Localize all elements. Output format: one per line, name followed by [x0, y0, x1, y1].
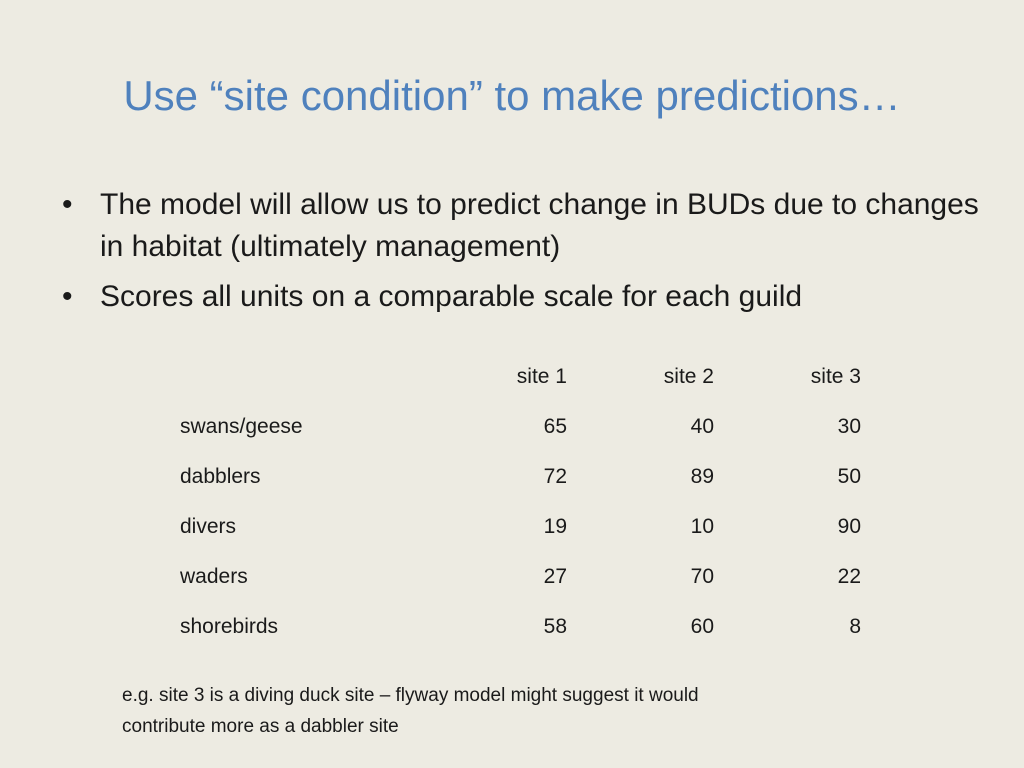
table-cell: 19: [543, 515, 567, 538]
table-cell: 60: [690, 615, 714, 638]
footnote-line-2: contribute more as a dabbler site: [122, 716, 399, 737]
table-cell: 30: [837, 415, 861, 438]
slide-title: Use “site condition” to make predictions…: [123, 72, 901, 119]
bullet-icon: •: [62, 280, 73, 313]
bullet-text: Scores all units on a comparable scale f…: [100, 280, 803, 313]
bullet-list: • The model will allow us to predict cha…: [62, 184, 982, 326]
table-header-row: site 1 site 2 site 3: [170, 352, 871, 402]
footnote-line-1: e.g. site 3 is a diving duck site – flyw…: [122, 685, 699, 706]
table-cell: 65: [543, 415, 567, 438]
table-cell: 90: [837, 515, 861, 538]
table-row: shorebirds 58 60 8: [170, 602, 871, 652]
row-label: waders: [180, 565, 248, 588]
table-cell: 8: [849, 615, 861, 638]
column-header-site-3: site 3: [810, 365, 861, 388]
table-cell: 70: [690, 565, 714, 588]
table-cell: 27: [543, 565, 567, 588]
table-cell: 72: [543, 465, 567, 488]
bullet-text: The model will allow us to predict chang…: [100, 188, 979, 263]
table-row: waders 27 70 22: [170, 552, 871, 602]
bullet-item: • Scores all units on a comparable scale…: [62, 276, 982, 318]
bullet-item: • The model will allow us to predict cha…: [62, 184, 982, 268]
bullet-icon: •: [62, 188, 73, 221]
column-header-site-2: site 2: [663, 365, 714, 388]
table-row: divers 19 10 90: [170, 502, 871, 552]
row-label: dabblers: [180, 465, 261, 488]
table-cell: 58: [543, 615, 567, 638]
column-header-site-1: site 1: [516, 365, 567, 388]
table-cell: 22: [837, 565, 861, 588]
row-label: divers: [180, 515, 237, 538]
table-cell: 50: [837, 465, 861, 488]
table-cell: 40: [690, 415, 714, 438]
row-label: swans/geese: [180, 415, 303, 438]
table-row: dabblers 72 89 50: [170, 452, 871, 502]
footnote: e.g. site 3 is a diving duck site – flyw…: [122, 680, 882, 742]
table-corner-header: [170, 352, 430, 402]
table-cell: 89: [690, 465, 714, 488]
table-row: swans/geese 65 40 30: [170, 402, 871, 452]
guild-site-table: site 1 site 2 site 3 swans/geese 65 40 3…: [170, 352, 871, 652]
table-cell: 10: [690, 515, 714, 538]
row-label: shorebirds: [180, 615, 279, 638]
